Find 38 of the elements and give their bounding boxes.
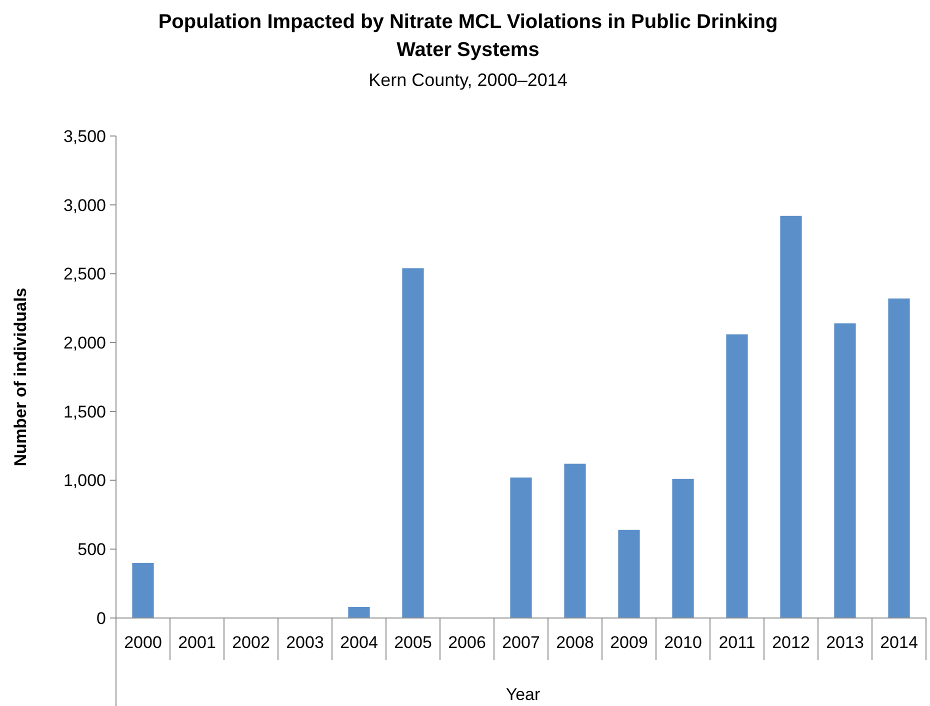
x-tick-label: 2000 — [124, 633, 162, 652]
x-tick-label: 2013 — [826, 633, 864, 652]
x-tick-label: 2002 — [232, 633, 270, 652]
y-tick-label: 500 — [78, 540, 106, 560]
y-tick-label: 1,000 — [63, 471, 106, 490]
bar — [888, 298, 910, 618]
x-tick-label: 2004 — [340, 633, 378, 652]
x-tick-label: 2007 — [502, 633, 540, 652]
bar — [726, 334, 748, 618]
y-tick-label: 0 — [96, 608, 106, 628]
bar — [780, 216, 802, 618]
bar — [132, 562, 154, 618]
x-tick-label: 2009 — [610, 633, 648, 652]
x-tick-label: 2001 — [178, 633, 216, 652]
x-tick-label: 2006 — [448, 633, 486, 652]
y-axis-title: Number of individuals — [11, 288, 30, 466]
chart-subtitle: Kern County, 2000–2014 — [368, 70, 568, 90]
x-tick-label: 2005 — [394, 633, 432, 652]
y-tick-label: 2,000 — [63, 334, 106, 353]
x-tick-label: 2012 — [772, 633, 810, 652]
y-tick-label: 1,500 — [63, 402, 106, 422]
chart-title: Population Impacted by Nitrate MCL Violations in Public Drinking Water Systems — [158, 11, 778, 61]
x-tick-label: 2010 — [664, 633, 702, 652]
bar — [510, 478, 532, 618]
x-tick-label: 2011 — [718, 633, 756, 652]
x-tick-label: 2008 — [556, 633, 594, 652]
bar — [672, 478, 694, 618]
bar — [564, 464, 586, 618]
bar — [618, 530, 640, 618]
y-tick-label: 3,000 — [63, 196, 106, 215]
y-tick-label: 3,500 — [63, 126, 106, 146]
x-axis-title: Year — [506, 685, 541, 704]
x-tick-label: 2003 — [286, 633, 324, 652]
x-tick-label: 2014 — [880, 633, 918, 652]
bar — [834, 323, 856, 618]
y-tick-label: 2,500 — [63, 264, 106, 284]
bar — [348, 606, 370, 618]
bar — [402, 268, 424, 618]
